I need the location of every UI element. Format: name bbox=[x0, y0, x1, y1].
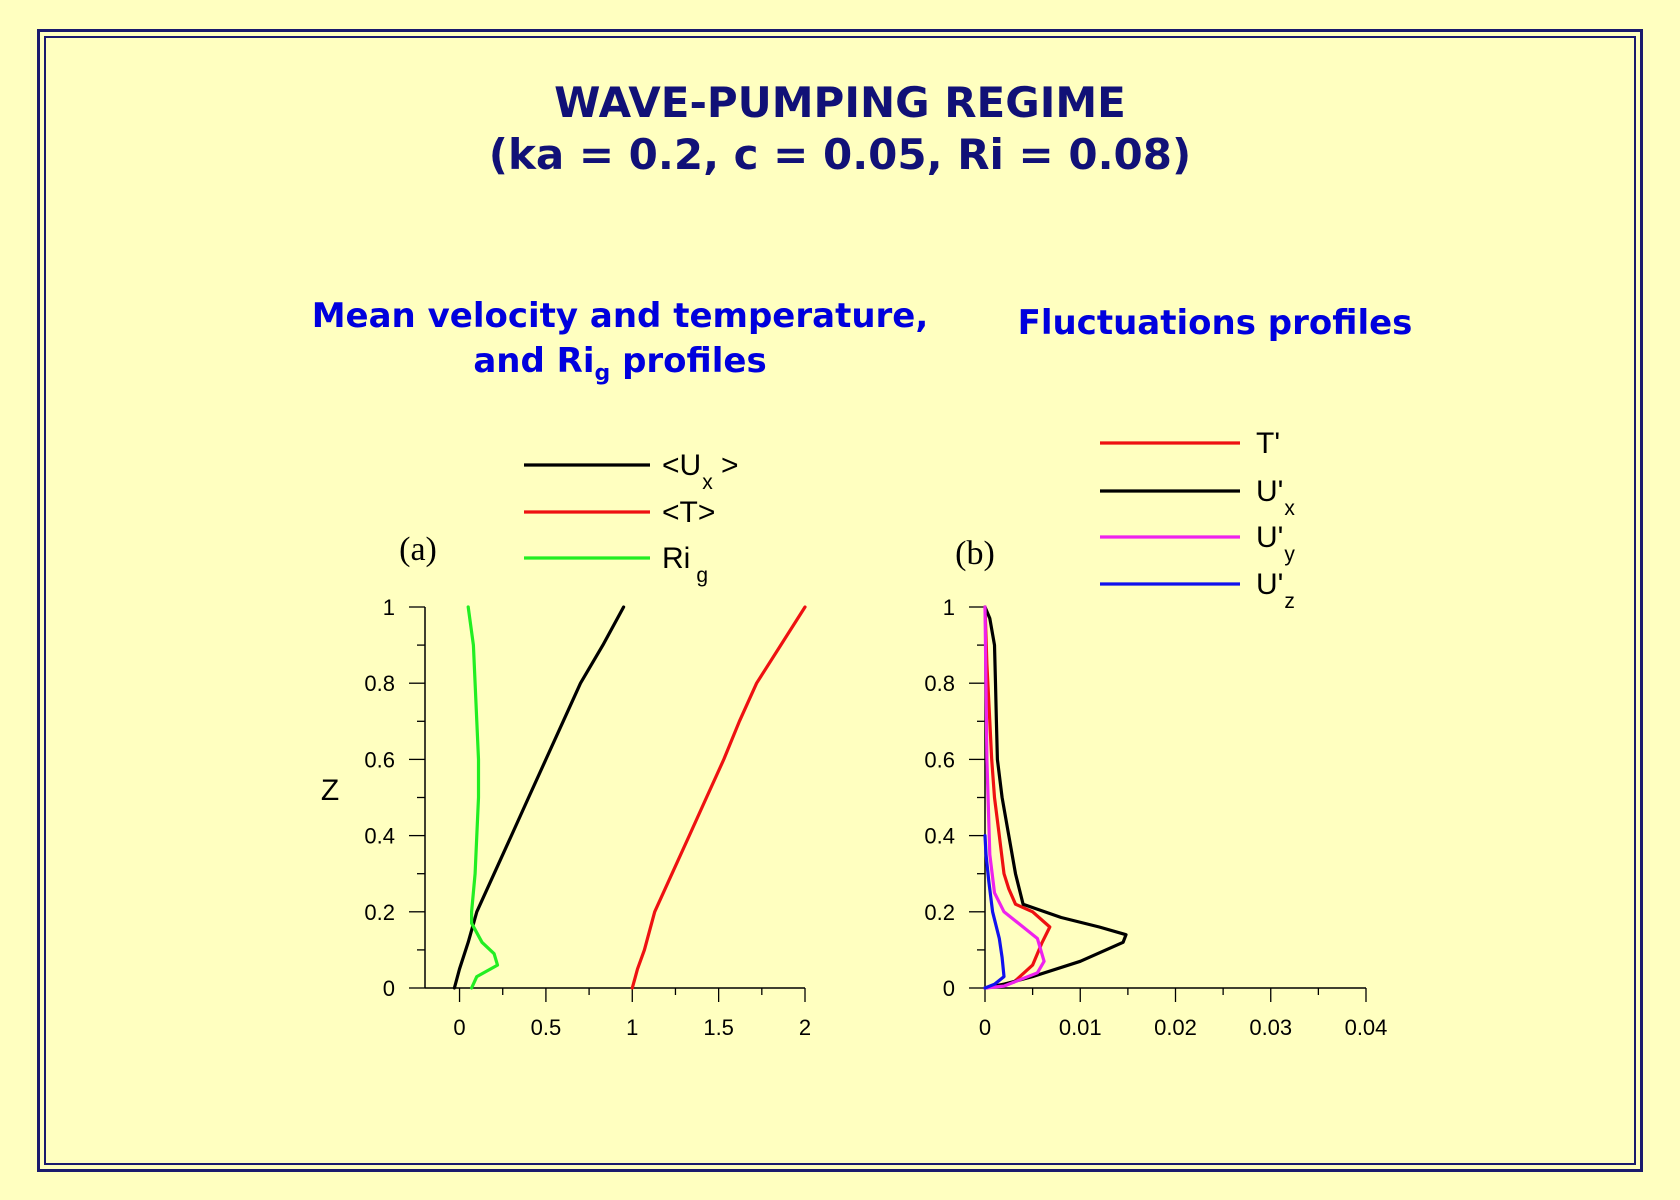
left-heading-line1: Mean velocity and temperature, bbox=[311, 296, 929, 336]
left-panel-heading: Mean velocity and temperature, and Rig p… bbox=[300, 294, 940, 396]
panel-a-y-tick-label: 0.2 bbox=[364, 900, 395, 925]
panel-b-legend-label-blue: U'z bbox=[1256, 568, 1295, 613]
panel-b-x-tick-label: 0.02 bbox=[1154, 1015, 1197, 1040]
left-heading-line2: and Rig profiles bbox=[300, 339, 940, 396]
panel-a-legend-label-black: <Ux > bbox=[662, 449, 739, 494]
panel-b-y-tick-label: 0.2 bbox=[924, 900, 955, 925]
panel-a-series-line-black bbox=[452, 605, 626, 990]
panel-a-x-tick-label: 1 bbox=[626, 1015, 638, 1040]
panel-b-x-tick-label: 0.04 bbox=[1345, 1015, 1388, 1040]
panel-b-y-tick-label: 0.6 bbox=[924, 747, 955, 772]
panel-a-x-tick-label: 0.5 bbox=[531, 1015, 562, 1040]
slide-subtitle-params: (ka = 0.2, c = 0.05, Ri = 0.08) bbox=[488, 130, 1192, 179]
panel-b-x-tick-label: 0.01 bbox=[1059, 1015, 1102, 1040]
panel-a-y-tick-label: 0 bbox=[383, 976, 395, 1001]
panel-b-y-tick-label: 1 bbox=[943, 595, 955, 620]
slide-frame-outer bbox=[37, 29, 1643, 1172]
panel-a-legend-label-red: <T> bbox=[662, 496, 715, 529]
panel-a-series-line-green bbox=[466, 605, 500, 990]
panel-b-y-tick-label: 0.8 bbox=[924, 671, 955, 696]
panel-b-series-line-blue bbox=[983, 834, 1006, 990]
panel-a-x-tick-label: 1.5 bbox=[703, 1015, 734, 1040]
panel-b-y-tick-label: 0.4 bbox=[924, 824, 955, 849]
panel-b-x-tick-label: 0 bbox=[979, 1015, 991, 1040]
panel-a-y-tick-label: 0.8 bbox=[364, 671, 395, 696]
panel-b-legend-label-black: U'x bbox=[1256, 475, 1295, 520]
slide-frame-inner bbox=[44, 36, 1636, 1165]
panel-a-y-tick-label: 0.4 bbox=[364, 824, 395, 849]
panel-a-x-tick-label: 0 bbox=[453, 1015, 465, 1040]
left-heading-ri-sub: g bbox=[594, 360, 611, 386]
slide-title: WAVE-PUMPING REGIME bbox=[554, 78, 1126, 127]
panel-b-legend-label-magenta: U'y bbox=[1256, 521, 1295, 566]
panel-b-label: (b) bbox=[955, 535, 995, 572]
panel-b-x-tick-label: 0.03 bbox=[1249, 1015, 1292, 1040]
left-heading-ri: and Ri bbox=[473, 341, 595, 381]
panel-a-label: (a) bbox=[399, 531, 437, 568]
panel-a-y-tick-label: 1 bbox=[383, 595, 395, 620]
panel-b-y-tick-label: 0 bbox=[943, 976, 955, 1001]
panel-b-series-line-red bbox=[983, 605, 1052, 990]
panel-a-series-line-red bbox=[630, 605, 807, 990]
panel-b-series-line-black bbox=[983, 605, 1128, 990]
panel-a-x-tick-label: 2 bbox=[799, 1015, 811, 1040]
panel-a-legend-label-green: Rig bbox=[662, 542, 708, 587]
panel-b-series-line-magenta bbox=[983, 605, 1046, 990]
panel-a-y-tick-label: 0.6 bbox=[364, 747, 395, 772]
left-heading-profiles: profiles bbox=[610, 341, 767, 381]
right-panel-heading: Fluctuations profiles bbox=[1017, 303, 1413, 343]
panel-a-ylabel: Z bbox=[321, 774, 339, 807]
panel-b-legend-label-red: T' bbox=[1256, 427, 1280, 460]
